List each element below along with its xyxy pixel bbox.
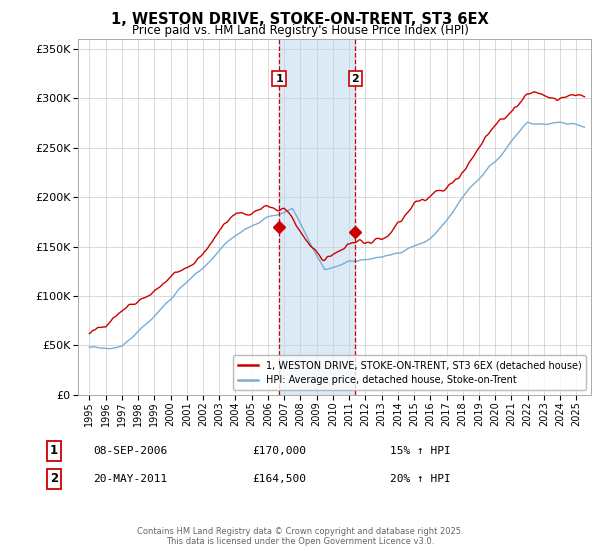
Text: £170,000: £170,000 — [252, 446, 306, 456]
Text: 2: 2 — [352, 74, 359, 83]
Text: 08-SEP-2006: 08-SEP-2006 — [93, 446, 167, 456]
Text: 20-MAY-2011: 20-MAY-2011 — [93, 474, 167, 484]
Text: Contains HM Land Registry data © Crown copyright and database right 2025.
This d: Contains HM Land Registry data © Crown c… — [137, 526, 463, 546]
Bar — [279, 39, 355, 395]
Text: Price paid vs. HM Land Registry's House Price Index (HPI): Price paid vs. HM Land Registry's House … — [131, 24, 469, 36]
Legend: 1, WESTON DRIVE, STOKE-ON-TRENT, ST3 6EX (detached house), HPI: Average price, d: 1, WESTON DRIVE, STOKE-ON-TRENT, ST3 6EX… — [233, 356, 586, 390]
Text: 1: 1 — [50, 444, 58, 458]
Text: 1, WESTON DRIVE, STOKE-ON-TRENT, ST3 6EX: 1, WESTON DRIVE, STOKE-ON-TRENT, ST3 6EX — [111, 12, 489, 27]
Text: 15% ↑ HPI: 15% ↑ HPI — [390, 446, 451, 456]
Text: 2: 2 — [50, 472, 58, 486]
Text: 20% ↑ HPI: 20% ↑ HPI — [390, 474, 451, 484]
Text: £164,500: £164,500 — [252, 474, 306, 484]
Text: 1: 1 — [275, 74, 283, 83]
